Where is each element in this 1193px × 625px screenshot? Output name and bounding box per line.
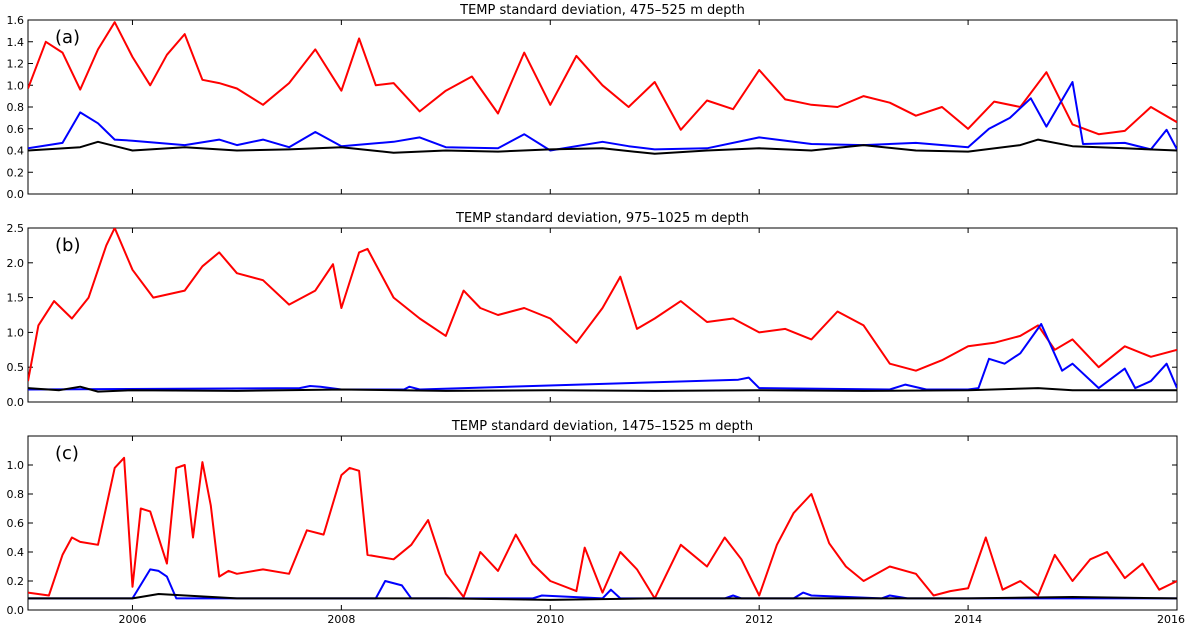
panel-c-series-black-line [28, 593, 1177, 601]
panel-a-ytick-label: 1.2 [7, 58, 25, 71]
panel-c-xtick-label: 2016 [1157, 613, 1185, 625]
panel-a: TEMP standard deviation, 475–525 m depth… [7, 3, 1178, 201]
panel-a-ytick-label: 1.4 [7, 36, 25, 49]
panel-b-ytick-label: 0.5 [7, 361, 25, 374]
panel-c-ytick-label: 0.4 [7, 546, 25, 559]
panel-c-xtick-label: 2012 [745, 613, 773, 625]
panel-a-axes-frame [27, 19, 1178, 195]
panel-a-series-blue-line [28, 81, 1177, 152]
panel-a-series [28, 21, 1177, 155]
panel-c-ytick-label: 1.0 [7, 459, 25, 472]
panel-b-series-blue-line [28, 323, 1177, 391]
panel-b-axes-frame [27, 227, 1178, 403]
panel-b-ytick-label: 1.5 [7, 292, 25, 305]
panel-b-series-black-line [28, 385, 1177, 393]
panel-a-ytick-label: 0.8 [7, 101, 25, 114]
panel-c-series-red-line [28, 456, 1177, 600]
panel-b-ytick-label: 2.5 [7, 222, 25, 235]
panel-c-xtick-label: 2010 [536, 613, 564, 625]
panel-c-series-blue-line [28, 568, 1177, 600]
panel-b-y-axis: 0.0 0.5 1.0 1.5 2.0 2.5 [7, 222, 1177, 409]
panel-b-label: (b) [55, 235, 80, 256]
panel-b-title: TEMP standard deviation, 975–1025 m dept… [455, 211, 749, 226]
panel-a-x-axis [131, 20, 969, 194]
panel-c-axes-frame [27, 435, 1178, 611]
panel-b: TEMP standard deviation, 975–1025 m dept… [7, 211, 1178, 409]
panel-c: TEMP standard deviation, 1475–1525 m dep… [7, 419, 1186, 625]
panel-c-title: TEMP standard deviation, 1475–1525 m dep… [451, 419, 753, 434]
panel-b-x-axis [131, 228, 969, 402]
panel-c-ytick-label: 0.6 [7, 517, 25, 530]
panel-c-x-axis: 2006 2008 2010 2012 2014 2016 [118, 436, 1185, 625]
panel-c-y-axis: 0.0 0.2 0.4 0.6 0.8 1.0 [7, 459, 1177, 617]
panel-c-ytick-label: 0.0 [7, 604, 25, 617]
panel-b-ytick-label: 2.0 [7, 257, 25, 270]
panel-c-series [28, 456, 1177, 601]
panel-a-ytick-label: 0.2 [7, 166, 25, 179]
panel-a-y-axis: 0.0 0.2 0.4 0.6 0.8 1.0 1.2 1.4 1.6 [7, 14, 1177, 201]
panel-a-ytick-label: 0.0 [7, 188, 25, 201]
panel-a-title: TEMP standard deviation, 475–525 m depth [459, 3, 745, 18]
panel-a-series-red-line [28, 21, 1177, 136]
panel-a-ytick-label: 1.6 [7, 14, 25, 27]
panel-b-ytick-label: 0.0 [7, 396, 25, 409]
panel-c-xtick-label: 2006 [118, 613, 146, 625]
panel-c-xtick-label: 2008 [327, 613, 355, 625]
panel-b-ytick-label: 1.0 [7, 326, 25, 339]
panel-c-label: (c) [55, 443, 79, 464]
panel-c-ytick-label: 0.2 [7, 575, 25, 588]
panel-a-ytick-label: 0.4 [7, 145, 25, 158]
panel-b-series-red-line [28, 228, 1177, 382]
panel-b-series [28, 228, 1177, 393]
panel-a-ytick-label: 0.6 [7, 123, 25, 136]
panel-a-label: (a) [55, 27, 80, 48]
panel-c-ytick-label: 0.8 [7, 488, 25, 501]
panel-a-ytick-label: 1.0 [7, 79, 25, 92]
panel-a-series-black-line [28, 138, 1177, 155]
panel-c-xtick-label: 2014 [954, 613, 982, 625]
